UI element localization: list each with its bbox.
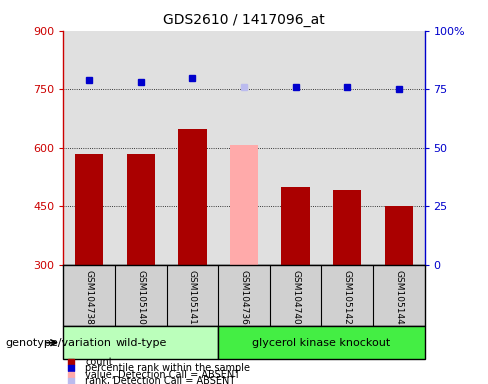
Title: GDS2610 / 1417096_at: GDS2610 / 1417096_at — [163, 13, 325, 27]
Text: rank, Detection Call = ABSENT: rank, Detection Call = ABSENT — [85, 376, 235, 384]
Text: GSM104736: GSM104736 — [240, 270, 248, 325]
Text: GSM105144: GSM105144 — [394, 270, 403, 324]
Bar — [178, 129, 206, 265]
Bar — [218, 326, 425, 359]
Text: percentile rank within the sample: percentile rank within the sample — [85, 363, 250, 373]
Text: GSM105142: GSM105142 — [343, 270, 352, 324]
Bar — [127, 154, 155, 265]
Bar — [385, 205, 413, 265]
Text: GSM104740: GSM104740 — [291, 270, 300, 324]
Bar — [282, 187, 310, 265]
Bar — [230, 145, 258, 265]
Text: wild-type: wild-type — [115, 338, 166, 348]
Text: glycerol kinase knockout: glycerol kinase knockout — [252, 338, 390, 348]
Text: count: count — [85, 357, 113, 367]
Bar — [63, 326, 218, 359]
Bar — [333, 190, 362, 265]
Text: value, Detection Call = ABSENT: value, Detection Call = ABSENT — [85, 370, 240, 380]
Text: GSM104738: GSM104738 — [85, 270, 94, 325]
Text: GSM105141: GSM105141 — [188, 270, 197, 325]
Text: GSM105140: GSM105140 — [136, 270, 145, 325]
Bar — [75, 154, 103, 265]
Text: genotype/variation: genotype/variation — [5, 338, 111, 348]
